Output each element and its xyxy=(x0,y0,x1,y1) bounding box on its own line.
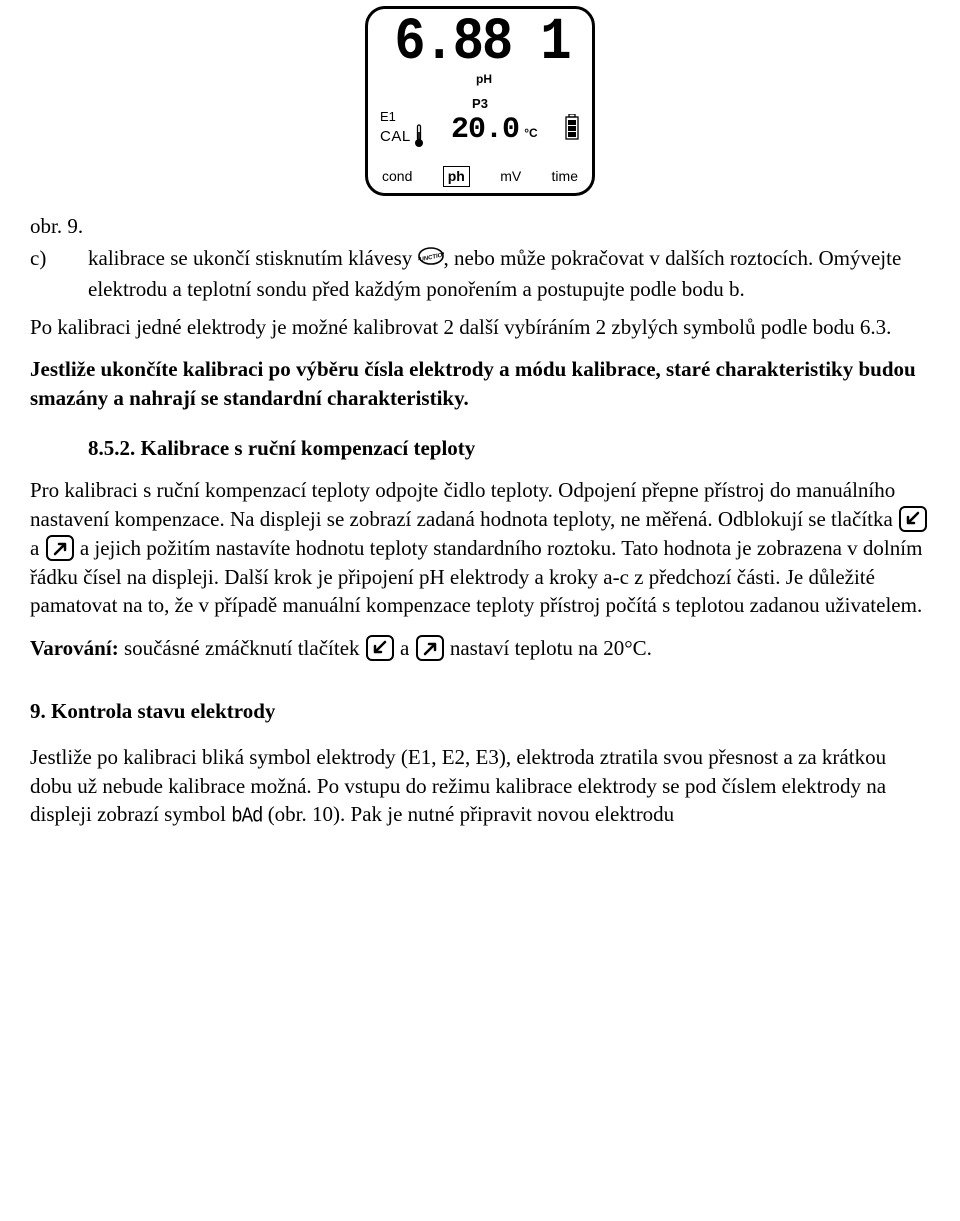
list-item-c-body: kalibrace se ukončí stisknutím klávesy F… xyxy=(88,244,930,303)
text: (obr. 10). Pak je nutné připravit novou … xyxy=(262,802,674,826)
paragraph-852: Pro kalibraci s ruční kompenzací teploty… xyxy=(30,476,930,619)
thermometer-icon xyxy=(413,124,425,152)
text: kalibrace se ukončí stisknutím klávesy xyxy=(88,246,418,270)
warning-paragraph: Varování: součásné zmáčknutí tlačítek a … xyxy=(30,634,930,663)
lcd-mode-time: time xyxy=(552,167,578,186)
battery-icon xyxy=(564,114,580,147)
lcd-temp-value: 20.0 xyxy=(451,115,519,145)
text: a xyxy=(395,636,415,660)
section-9-heading: 9. Kontrola stavu elektrody xyxy=(30,697,930,725)
lcd-mode-ph: ph xyxy=(443,166,470,187)
lcd-cal-label: CAL xyxy=(380,129,411,146)
list-item-c-label: c) xyxy=(30,244,88,272)
arrow-up-right-button-icon xyxy=(416,635,444,661)
svg-text:FUNCTION: FUNCTION xyxy=(418,252,444,264)
arrow-down-left-button-icon xyxy=(366,635,394,661)
function-key-icon: FUNCTION xyxy=(418,244,444,272)
warning-label: Varování: xyxy=(30,636,119,660)
text: a jejich požitím nastavíte hodnotu teplo… xyxy=(30,536,922,618)
bold-paragraph: Jestliže ukončíte kalibraci po výběru čí… xyxy=(30,355,930,412)
section-852-heading: 8.5.2. Kalibrace s ruční kompenzací tepl… xyxy=(30,434,930,462)
lcd-screen: 6.88 1 pH P3 E1 CAL 20.0 °C cond ph mV t… xyxy=(365,6,595,196)
paragraph-9: Jestliže po kalibraci bliká symbol elekt… xyxy=(30,743,930,829)
lcd-mode-mv: mV xyxy=(500,167,521,186)
lcd-e-label: E1 xyxy=(380,109,425,125)
list-item-c: c) kalibrace se ukončí stisknutím kláves… xyxy=(30,244,930,303)
bad-symbol: bAd xyxy=(231,803,262,831)
lcd-figure: 6.88 1 pH P3 E1 CAL 20.0 °C cond ph mV t… xyxy=(30,0,930,204)
text: a xyxy=(30,536,45,560)
lcd-mode-cond: cond xyxy=(382,167,412,186)
figure-label: obr. 9. xyxy=(30,212,930,240)
text: Pro kalibraci s ruční kompenzací teploty… xyxy=(30,478,898,530)
text: součásné zmáčknutí tlačítek xyxy=(119,636,365,660)
lcd-main-value: 6.88 1 xyxy=(394,13,569,73)
arrow-up-right-button-icon xyxy=(46,535,74,561)
text: nastaví teplotu na 20°C. xyxy=(445,636,652,660)
paragraph: Po kalibraci jedné elektrody je možné ka… xyxy=(30,313,930,341)
arrow-down-left-button-icon xyxy=(899,506,927,532)
lcd-temp-unit: °C xyxy=(524,125,537,141)
